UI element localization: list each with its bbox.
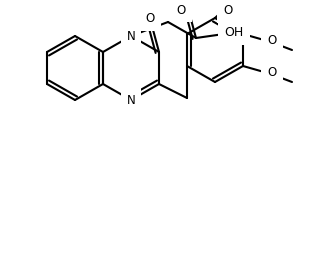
Text: O: O — [223, 4, 233, 18]
Text: O: O — [145, 13, 155, 25]
Text: O: O — [268, 67, 276, 79]
Text: O: O — [268, 35, 276, 47]
Text: O: O — [176, 4, 186, 16]
Text: N: N — [127, 30, 135, 42]
Text: OH: OH — [224, 25, 244, 39]
Text: N: N — [127, 93, 135, 107]
